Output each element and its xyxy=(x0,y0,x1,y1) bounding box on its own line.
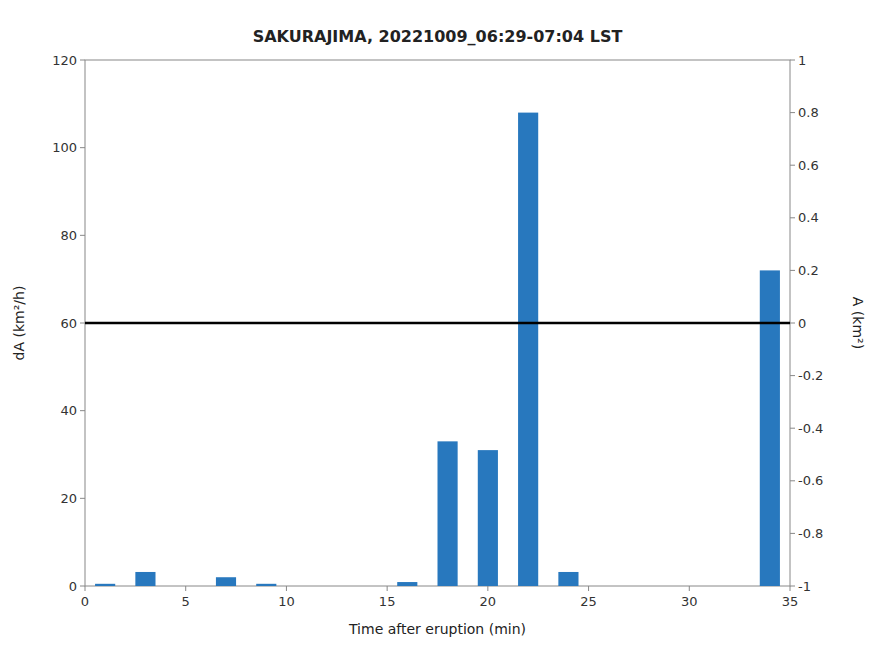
y2-tick-label: -0.2 xyxy=(798,368,823,383)
x-tick xyxy=(286,586,287,591)
y2-tick xyxy=(790,165,795,166)
y2-tick xyxy=(790,323,795,324)
y2-tick xyxy=(790,586,795,587)
x-tick xyxy=(185,586,186,591)
bar xyxy=(478,450,498,586)
y2-tick xyxy=(790,375,795,376)
x-tick xyxy=(487,586,488,591)
y-axis-label: dA (km²/h) xyxy=(11,286,27,361)
y-tick xyxy=(80,586,85,587)
x-tick xyxy=(689,586,690,591)
x-tick-label: 25 xyxy=(580,594,597,609)
y-tick-label: 40 xyxy=(60,403,77,418)
title: SAKURAJIMA, 20221009_06:29-07:04 LST xyxy=(253,27,623,46)
x-axis-label: Time after eruption (min) xyxy=(348,621,526,637)
bar xyxy=(558,572,578,586)
y-tick-label: 0 xyxy=(69,579,77,594)
y-tick-label: 120 xyxy=(52,53,77,68)
y2-tick xyxy=(790,60,795,61)
bar xyxy=(95,584,115,586)
x-tick-label: 20 xyxy=(480,594,497,609)
y-tick xyxy=(80,235,85,236)
y2-tick xyxy=(790,480,795,481)
y-tick-label: 60 xyxy=(60,316,77,331)
x-tick-label: 5 xyxy=(182,594,190,609)
plot-frame xyxy=(85,60,790,586)
y2-tick-label: -0.6 xyxy=(798,473,823,488)
y2-tick-label: 0 xyxy=(798,316,806,331)
x-tick xyxy=(588,586,589,591)
y2-tick-label: 0.6 xyxy=(798,158,819,173)
y-tick xyxy=(80,498,85,499)
y2-tick xyxy=(790,270,795,271)
y2-axis-label: A (km²) xyxy=(850,297,866,349)
bar xyxy=(256,584,276,586)
bar xyxy=(216,577,236,586)
x-tick-label: 0 xyxy=(81,594,89,609)
x-tick xyxy=(790,586,791,591)
x-tick-label: 15 xyxy=(379,594,396,609)
y2-tick xyxy=(790,533,795,534)
bar xyxy=(760,270,780,586)
y-tick xyxy=(80,410,85,411)
x-tick-label: 10 xyxy=(278,594,295,609)
y2-tick xyxy=(790,428,795,429)
reference-line xyxy=(85,322,790,325)
y-tick xyxy=(80,147,85,148)
y2-tick-label: 1 xyxy=(798,53,806,68)
bars xyxy=(85,113,790,586)
y-tick-label: 80 xyxy=(60,228,77,243)
x-tick xyxy=(387,586,388,591)
bar xyxy=(135,572,155,586)
y-tick-label: 100 xyxy=(52,140,77,155)
y2-tick-label: 0.8 xyxy=(798,105,819,120)
x-tick xyxy=(85,586,86,591)
y2-tick-label: -1 xyxy=(798,579,811,594)
x-tick-label: 35 xyxy=(782,594,799,609)
chart: 05101520253035020406080100120-1-0.8-0.6-… xyxy=(0,0,875,656)
bar xyxy=(397,582,417,586)
y2-tick xyxy=(790,217,795,218)
y2-tick-label: -0.4 xyxy=(798,421,823,436)
y-tick xyxy=(80,323,85,324)
y2-tick-label: 0.2 xyxy=(798,263,819,278)
bar xyxy=(518,113,538,586)
y-tick-label: 20 xyxy=(60,491,77,506)
bar xyxy=(438,441,458,586)
y2-tick xyxy=(790,112,795,113)
x-tick-label: 30 xyxy=(681,594,698,609)
y-tick xyxy=(80,60,85,61)
y2-tick-label: 0.4 xyxy=(798,210,819,225)
y2-tick-label: -0.8 xyxy=(798,526,823,541)
